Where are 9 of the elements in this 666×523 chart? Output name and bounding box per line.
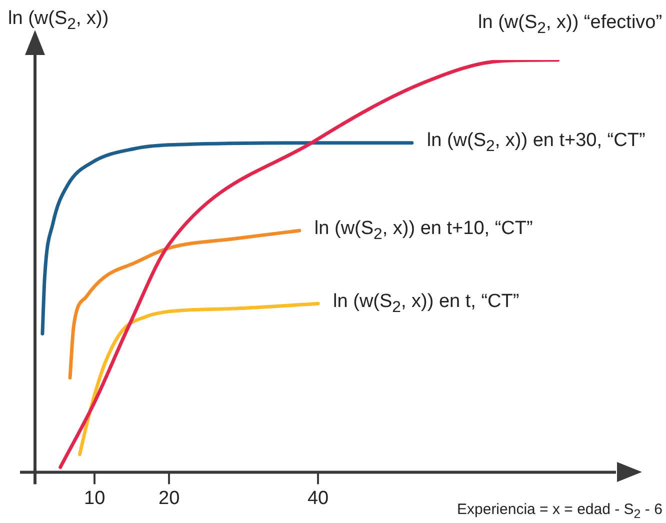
series-label: ln (w(S$_{2}$, x)) “efectivo” <box>478 12 662 38</box>
series-label: ln (w(S$_{2}$, x)) en t, “CT” <box>333 290 520 316</box>
x-axis-title: Experiencia = x = edad - S$_{2}$ - 6 <box>457 501 662 521</box>
y-axis-title: ln (w(S$_{2}$, x)) <box>8 8 109 34</box>
series-label: ln (w(S$_{2}$, x)) en t+10, “CT” <box>314 218 533 244</box>
x-tick-label: 10 <box>84 488 106 509</box>
x-tick-label: 40 <box>307 488 329 509</box>
series-label: ln (w(S$_{2}$, x)) en t+30, “CT” <box>426 130 646 156</box>
x-tick-label: 20 <box>158 488 180 509</box>
